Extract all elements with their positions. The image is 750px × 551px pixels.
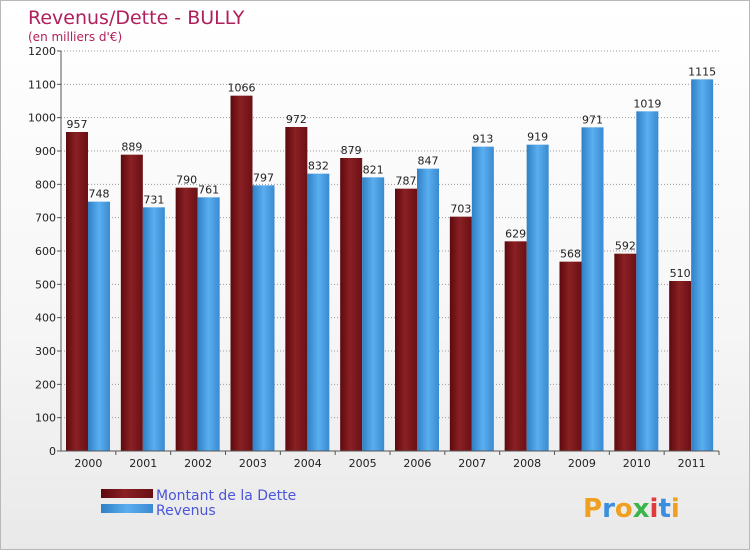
legend-swatch-revenus xyxy=(101,504,153,513)
bar-dette xyxy=(120,154,143,451)
x-tick-label: 2006 xyxy=(403,457,431,470)
x-tick-label: 2011 xyxy=(678,457,706,470)
proxiti-logo: Proxiti xyxy=(583,494,680,524)
value-label-dette: 1066 xyxy=(228,82,256,95)
legend-label-debt: Montant de la Dette xyxy=(156,488,296,504)
chart-subtitle: (en milliers d'€) xyxy=(28,30,122,44)
bar-dette xyxy=(614,253,637,451)
value-label-revenus: 919 xyxy=(527,131,548,144)
bar-revenus xyxy=(471,146,494,451)
x-tick-label: 2002 xyxy=(184,457,212,470)
logo-letter: i xyxy=(650,494,659,524)
bar-revenus xyxy=(88,201,110,451)
bar-dette xyxy=(230,95,253,452)
value-label-revenus: 731 xyxy=(143,193,164,206)
bar-revenus xyxy=(197,197,220,451)
value-label-dette: 703 xyxy=(450,203,471,216)
y-axis: 0 100 200 300 400 500 600 700 800 900 1000 1100 1200 xyxy=(28,45,62,458)
bar-dette xyxy=(559,261,582,451)
value-label-dette: 592 xyxy=(615,240,636,253)
y-tick-label: 600 xyxy=(35,245,56,258)
y-tick-label: 1100 xyxy=(28,78,56,91)
logo-letter: r xyxy=(602,494,615,524)
bar-dette xyxy=(285,127,308,451)
value-label-dette: 568 xyxy=(560,248,581,261)
y-tick-label: 200 xyxy=(35,378,56,391)
x-tick-label: 2005 xyxy=(349,457,377,470)
value-label-revenus: 1019 xyxy=(633,97,661,110)
value-label-revenus: 761 xyxy=(198,183,219,196)
y-tick-label: 400 xyxy=(35,312,56,325)
value-label-revenus: 821 xyxy=(363,163,384,176)
y-tick-label: 100 xyxy=(35,412,56,425)
legend-swatch-debt xyxy=(101,489,153,498)
bar-revenus xyxy=(636,111,659,451)
chart-title: Revenus/Dette - BULLY xyxy=(28,7,245,29)
bar-dette xyxy=(175,187,198,451)
logo-text: Proxiti xyxy=(583,494,680,524)
value-label-dette: 629 xyxy=(505,227,526,240)
value-label-revenus: 913 xyxy=(472,133,493,146)
x-tick-label: 2004 xyxy=(294,457,322,470)
x-tick-label: 2010 xyxy=(623,457,651,470)
legend-label-revenus: Revenus xyxy=(156,503,216,519)
bar-revenus xyxy=(526,144,549,451)
value-label-dette: 957 xyxy=(67,118,88,131)
value-label-revenus: 971 xyxy=(582,113,603,126)
x-tick-label: 2000 xyxy=(74,457,102,470)
bar-revenus xyxy=(307,173,330,451)
y-tick-label: 700 xyxy=(35,212,56,225)
logo-letter: t xyxy=(658,494,670,524)
bar-revenus xyxy=(691,79,714,451)
value-label-revenus: 1115 xyxy=(688,65,716,78)
value-label-dette: 879 xyxy=(341,144,362,157)
y-tick-label: 900 xyxy=(35,145,56,158)
value-label-dette: 790 xyxy=(176,174,197,187)
logo-letter: o xyxy=(615,494,633,524)
x-tick-label: 2003 xyxy=(239,457,267,470)
legend: Montant de la Dette Revenus xyxy=(101,488,296,519)
y-tick-label: 1000 xyxy=(28,112,56,125)
bar-dette xyxy=(669,281,692,451)
value-label-revenus: 832 xyxy=(308,160,329,173)
logo-letter: x xyxy=(633,494,650,524)
value-label-dette: 787 xyxy=(396,175,417,188)
value-label-dette: 510 xyxy=(670,267,691,280)
y-tick-label: 300 xyxy=(35,345,56,358)
logo-letter: P xyxy=(583,494,602,524)
y-tick-label: 800 xyxy=(35,178,56,191)
y-tick-label: 500 xyxy=(35,278,56,291)
bar-dette xyxy=(504,241,527,451)
x-tick-label: 2001 xyxy=(129,457,157,470)
value-label-revenus: 797 xyxy=(253,171,274,184)
bar-revenus xyxy=(417,168,439,451)
bar-revenus xyxy=(362,177,385,452)
bar-dette xyxy=(395,188,417,451)
x-tick-label: 2009 xyxy=(568,457,596,470)
bar-dette xyxy=(340,158,363,451)
value-label-dette: 972 xyxy=(286,113,307,126)
x-tick-label: 2007 xyxy=(458,457,486,470)
y-tick-label: 1200 xyxy=(28,45,56,58)
value-label-revenus: 847 xyxy=(418,155,439,168)
y-tick-label: 0 xyxy=(49,445,56,458)
bar-revenus xyxy=(581,127,604,451)
bar-revenus xyxy=(142,207,165,451)
logo-letter: i xyxy=(671,494,680,524)
bar-revenus xyxy=(252,185,275,452)
x-tick-label: 2008 xyxy=(513,457,541,470)
bar-dette xyxy=(66,132,88,451)
bar-dette xyxy=(449,216,472,451)
x-axis: 2000 2001 2002 2003 2004 2005 2006 2007 2008 2009… xyxy=(61,450,720,470)
value-label-revenus: 748 xyxy=(89,188,110,201)
value-label-dette: 889 xyxy=(121,141,142,154)
